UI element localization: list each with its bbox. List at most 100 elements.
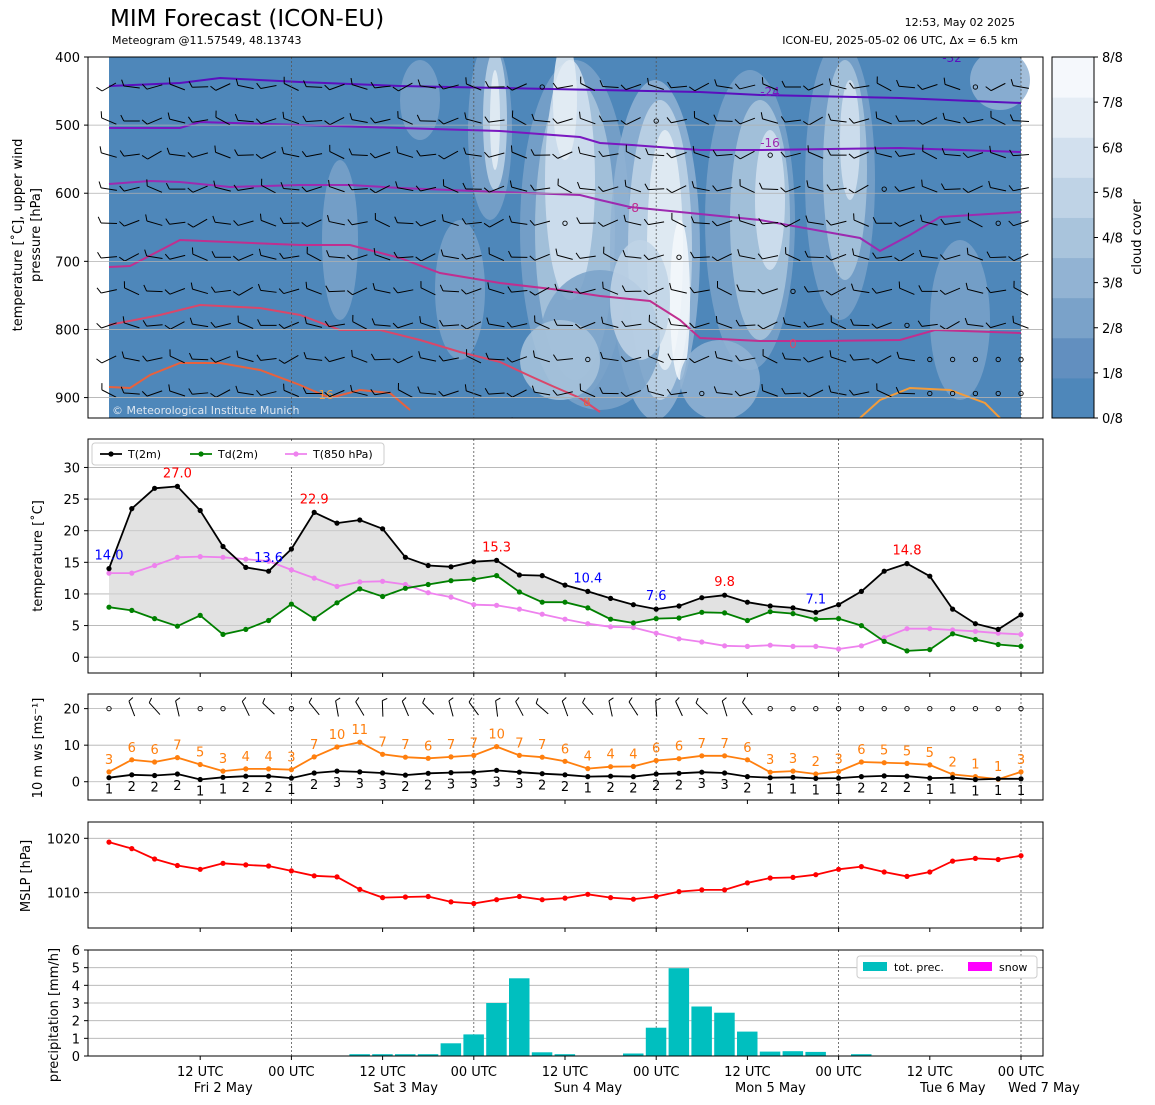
date-label: Mon 5 May [735,1081,806,1096]
wind-barb-staff [420,220,436,227]
wind-barb-feather [352,314,354,322]
wind-barb-staff [169,118,186,124]
wind-barb-feather [148,697,153,703]
cloud-contour [322,160,358,320]
wind-value-label: 1 [812,783,820,798]
wind-barb-staff [808,116,823,126]
wind-barb [506,83,527,91]
wind-barb [484,151,505,158]
calm-wind-marker [539,84,545,90]
wind-barb [1013,280,1029,296]
wind-barb [439,319,460,327]
wind-barb [485,420,505,430]
wind-barb-feather [620,391,627,397]
wind-barb-staff [944,118,961,124]
y-tick-label: 900 [55,392,80,407]
wind-barb [371,318,391,327]
wind-value-label: 2 [629,782,637,797]
wind-value-label: 6 [857,743,865,758]
colorbar-band [1052,137,1094,178]
wind-barb [620,356,642,363]
wind-barb-staff [146,390,163,397]
wind-barb-staff [351,154,368,157]
extreme-value-label: 15.3 [482,540,511,555]
wind-value-label: 3 [720,778,728,793]
wind-barb-staff [602,287,619,295]
wind-barb-feather [534,315,536,323]
data-point [676,615,682,621]
wind-value-label: 2 [561,780,569,795]
wind-barb-staff [921,323,938,327]
wind-barb [848,184,869,194]
wind-barb-staff [351,391,368,396]
legend-marker [198,451,204,457]
wind-barb-feather [830,315,832,323]
wind-barb-feather [301,222,308,227]
wind-barb-staff [511,186,528,192]
wind-barb-staff [352,356,368,363]
wind-barb-staff [694,425,709,431]
wind-barb-staff [328,256,346,259]
wind-barb [531,385,551,396]
wind-barb [849,354,870,361]
wind-barb-staff [261,151,277,159]
data-point [653,616,659,622]
wind-barb [215,417,217,418]
wind-barb-feather [369,152,376,159]
wind-barb-staff [374,85,391,89]
wind-barb-feather [736,284,740,291]
wind-barb [875,111,892,125]
wind-barb [346,287,368,296]
wind-barb [940,218,961,225]
wind-barb-staff [466,355,482,364]
wind-barb-feather [259,213,262,221]
data-point [380,593,386,600]
data-point [174,862,180,869]
wind-barb-staff [967,185,983,194]
wind-barb-feather [599,80,604,87]
extreme-value-label: 22.9 [300,492,329,507]
wind-barb [370,81,391,89]
wind-barb-feather [655,697,661,702]
wind-barb-feather [896,422,900,428]
data-point [380,751,386,757]
wind-barb [848,117,870,124]
wind-barb [141,117,163,125]
wind-barb-feather [255,118,262,124]
wind-barb-feather [826,184,832,191]
wind-barb [438,419,458,432]
wind-barb-feather [278,359,285,364]
wind-value-label: 3 [1017,753,1025,768]
wind-barb-feather [462,182,467,190]
wind-barb-feather [324,120,331,126]
wind-barb [441,214,459,227]
location-subtitle: Meteogram @11.57549, 48.13743 [112,34,302,47]
wind-barb [439,284,460,293]
wind-barb-feather [962,152,969,158]
wind-barb-feather [395,181,399,188]
wind-barb [438,390,459,397]
wind-barb [188,388,209,395]
wind-value-label: 4 [606,748,614,763]
wind-value-label: 3 [789,752,797,767]
wind-barb-staff [237,220,254,226]
wind-barb [757,253,779,260]
wind-barb-feather [557,178,559,186]
wind-barb-feather [825,255,832,261]
wind-value-label: 4 [242,750,250,765]
wind-barb-feather [167,112,171,120]
extreme-value-label: 27.0 [163,466,192,481]
wind-barb-feather [851,248,855,256]
wind-barb [941,147,961,157]
wind-barb [807,145,824,159]
wind-barb [352,314,368,330]
wind-barb-staff [785,426,801,429]
wind-barb-feather [898,281,901,289]
wind-barb-feather [964,317,968,325]
wind-barb-feather [553,318,558,326]
wind-barb [942,112,961,124]
wind-barb [803,321,824,328]
wind-barb-staff [808,389,824,398]
precip-bar [554,1054,576,1056]
wind-barb [761,77,778,91]
